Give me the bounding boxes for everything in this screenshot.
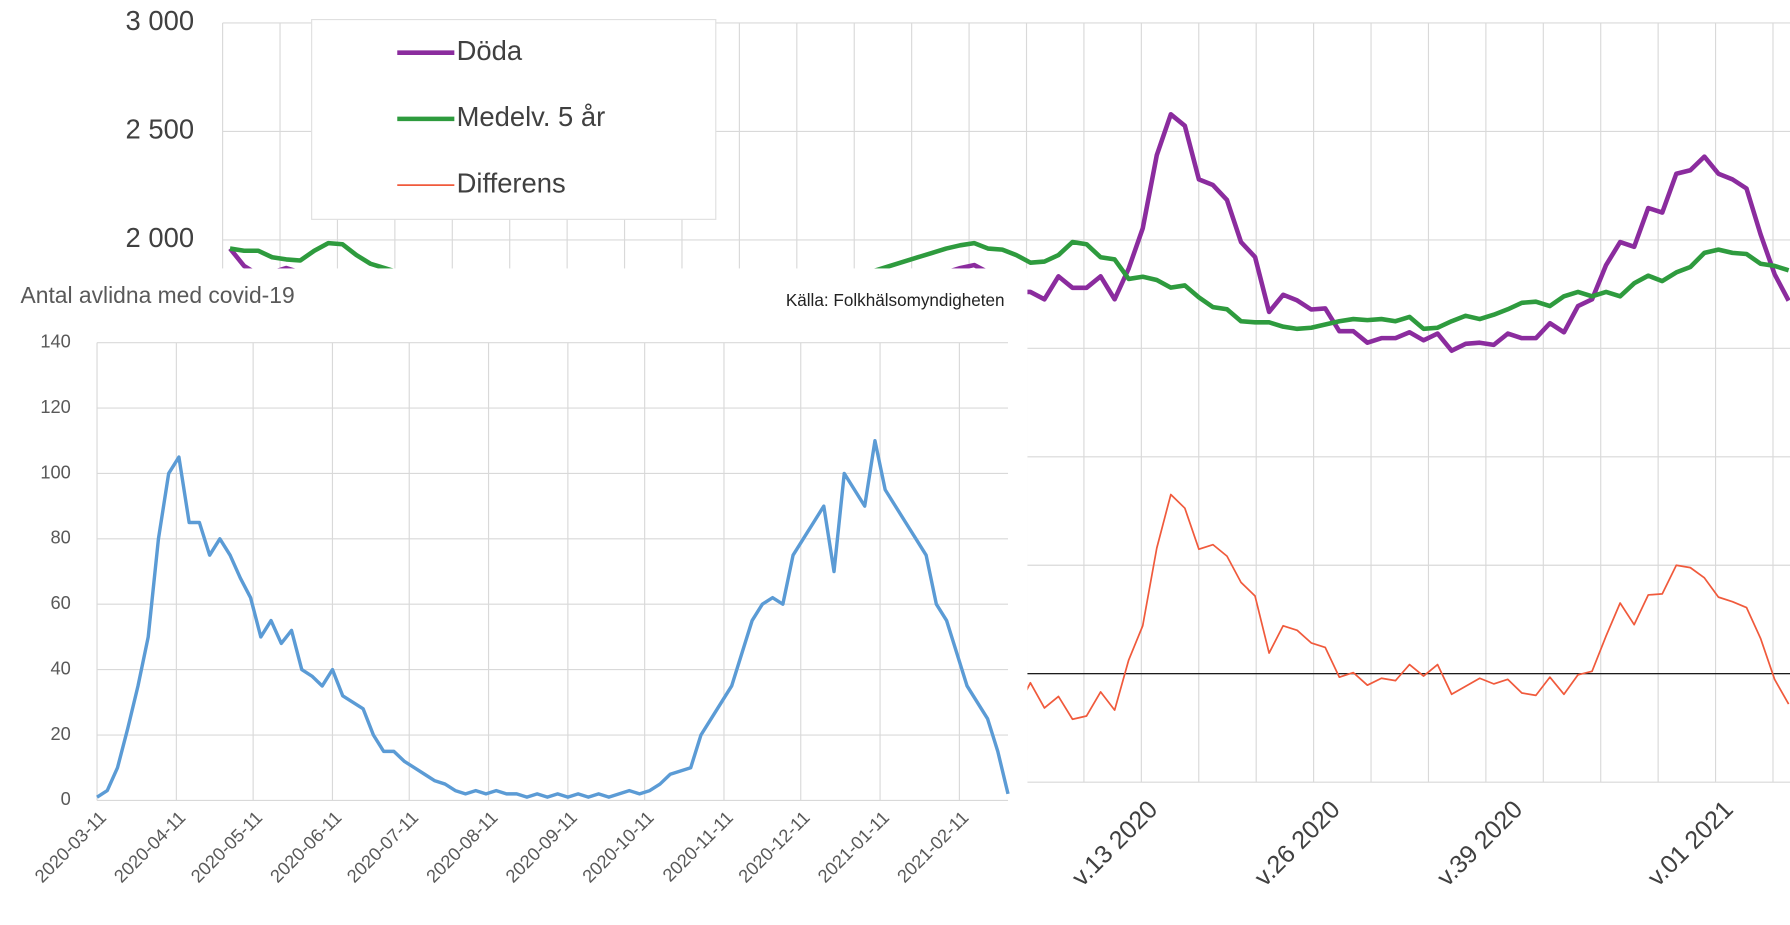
- x-tick-label: v.26 2020: [1249, 795, 1345, 891]
- source-note: Källa: Folkhälsomyndigheten: [786, 291, 1005, 310]
- y-tick-label: 0: [61, 788, 71, 809]
- x-tick-label: v.13 2020: [1067, 795, 1163, 891]
- y-tick-label: 60: [50, 592, 70, 613]
- legend-label: Medelv. 5 år: [457, 101, 606, 132]
- y-tick-label: 140: [40, 330, 70, 351]
- legend-label: Döda: [457, 35, 523, 66]
- y-tick-label: 2 500: [126, 114, 195, 145]
- y-tick-label: 80: [50, 527, 70, 548]
- y-tick-label: 2 000: [126, 222, 195, 253]
- legend-label: Differens: [457, 167, 566, 198]
- y-tick-label: 20: [50, 723, 70, 744]
- y-tick-label: 3 000: [126, 5, 195, 36]
- data-line: [96, 439, 1010, 799]
- y-tick-label: 40: [50, 657, 70, 678]
- y-tick-label: 100: [40, 461, 70, 482]
- inset-background: [0, 268, 1028, 925]
- chart-title: Antal avlidna med covid-19: [21, 282, 295, 308]
- y-tick-label: 120: [40, 396, 70, 417]
- x-tick-label: v.39 2020: [1432, 795, 1528, 891]
- legend-box: [311, 18, 717, 220]
- x-tick-label: v.01 2021: [1642, 795, 1738, 891]
